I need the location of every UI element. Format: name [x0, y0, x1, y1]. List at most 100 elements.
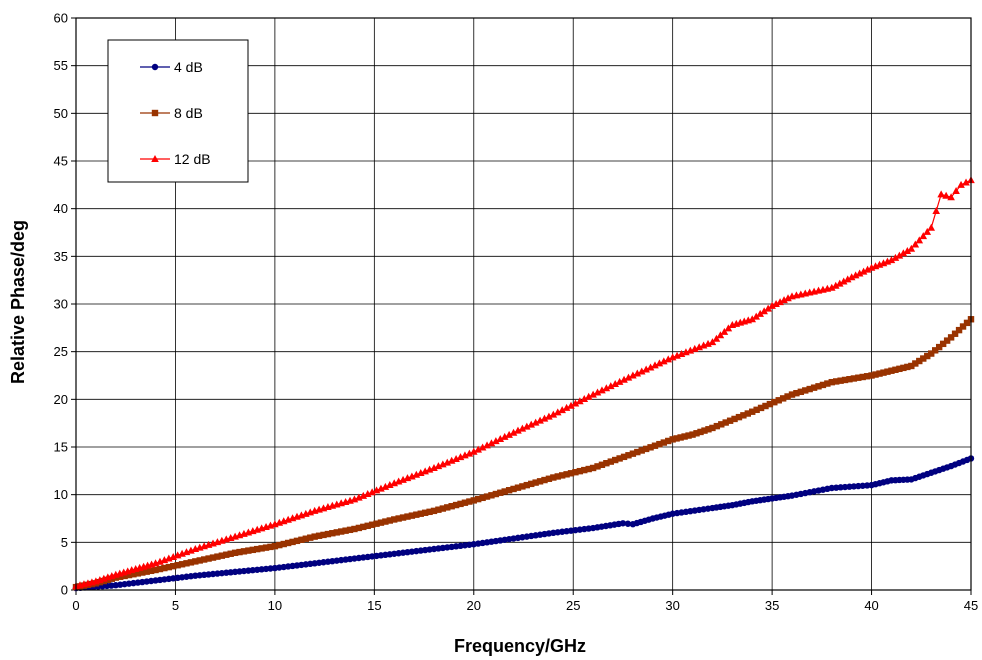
- data-point: [872, 371, 879, 378]
- data-point: [509, 428, 518, 436]
- data-point: [959, 323, 967, 330]
- data-point: [143, 568, 150, 575]
- data-point: [581, 466, 588, 474]
- data-point: [523, 481, 531, 489]
- data-point: [638, 447, 645, 454]
- data-point: [130, 571, 137, 578]
- x-axis-title: Frequency/GHz: [454, 636, 586, 656]
- data-point: [125, 571, 133, 579]
- data-point: [806, 385, 813, 393]
- y-tick-label: 45: [54, 154, 68, 169]
- data-point: [536, 416, 544, 424]
- x-tick-label: 20: [467, 598, 481, 613]
- data-point: [876, 370, 883, 377]
- data-point: [567, 470, 575, 477]
- data-point: [620, 375, 628, 383]
- data-point: [611, 379, 620, 387]
- data-point: [615, 377, 624, 385]
- data-point: [749, 408, 756, 415]
- legend-item: 12 dB: [140, 151, 211, 167]
- data-point: [837, 377, 844, 384]
- data-point: [735, 413, 743, 421]
- data-point: [797, 388, 805, 396]
- data-point: [461, 499, 469, 506]
- data-point: [850, 375, 858, 382]
- data-point: [364, 522, 371, 530]
- data-point: [342, 527, 349, 534]
- data-point: [942, 191, 950, 199]
- data-point: [776, 298, 784, 306]
- y-tick-label: 10: [54, 487, 68, 502]
- data-point: [756, 309, 764, 317]
- data-point: [567, 401, 575, 409]
- data-point: [947, 193, 955, 201]
- data-point: [891, 253, 900, 261]
- data-point: [523, 422, 531, 430]
- data-point: [245, 547, 252, 554]
- data-point: [624, 373, 633, 381]
- data-point: [651, 442, 659, 449]
- data-point: [571, 399, 580, 407]
- data-point: [660, 357, 668, 365]
- data-point: [779, 395, 787, 402]
- data-point: [487, 439, 496, 447]
- data-point: [712, 334, 721, 342]
- data-point: [532, 479, 539, 486]
- data-point: [952, 187, 960, 195]
- y-tick-label: 25: [54, 344, 68, 359]
- data-point: [558, 406, 566, 414]
- data-point: [766, 400, 774, 408]
- data-point: [196, 557, 203, 564]
- data-point: [669, 436, 676, 443]
- data-point: [912, 360, 919, 367]
- data-point: [602, 384, 611, 392]
- data-point: [368, 488, 376, 496]
- data-point: [701, 427, 708, 434]
- data-point: [606, 382, 615, 390]
- data-point: [780, 296, 788, 304]
- data-point: [536, 478, 544, 485]
- y-axis-title: Relative Phase/deg: [8, 220, 28, 384]
- data-point: [919, 232, 928, 240]
- data-point: [576, 467, 584, 475]
- data-point: [262, 544, 270, 551]
- data-point: [884, 368, 891, 375]
- data-point: [514, 426, 522, 434]
- data-point: [545, 475, 553, 482]
- data-point: [284, 539, 292, 547]
- series-12-db: [72, 176, 975, 590]
- data-point: [439, 505, 447, 512]
- data-point: [951, 330, 959, 337]
- data-point: [892, 366, 899, 373]
- data-point: [156, 565, 164, 573]
- y-tick-label: 60: [54, 11, 68, 26]
- data-point: [681, 433, 688, 440]
- data-point: [802, 387, 809, 394]
- data-point: [421, 509, 429, 516]
- data-point: [713, 422, 721, 430]
- data-point: [847, 273, 856, 281]
- y-tick-label: 30: [54, 297, 68, 312]
- data-point: [355, 493, 363, 501]
- data-point: [724, 324, 733, 332]
- x-tick-label: 30: [665, 598, 679, 613]
- data-point: [434, 462, 443, 470]
- data-point: [815, 383, 822, 390]
- data-point: [373, 520, 380, 527]
- data-point: [492, 490, 500, 498]
- data-point: [868, 372, 875, 379]
- data-point: [549, 410, 558, 418]
- data-point: [545, 412, 553, 420]
- data-point: [760, 307, 768, 315]
- data-point: [616, 455, 623, 462]
- data-point: [908, 362, 915, 370]
- data-point: [655, 359, 664, 367]
- data-point: [896, 365, 903, 373]
- data-point: [612, 456, 619, 464]
- data-point: [708, 338, 717, 346]
- data-point: [660, 439, 668, 446]
- data-point: [824, 380, 831, 387]
- data-point: [576, 397, 584, 405]
- data-point: [697, 428, 704, 436]
- data-point: [607, 458, 614, 465]
